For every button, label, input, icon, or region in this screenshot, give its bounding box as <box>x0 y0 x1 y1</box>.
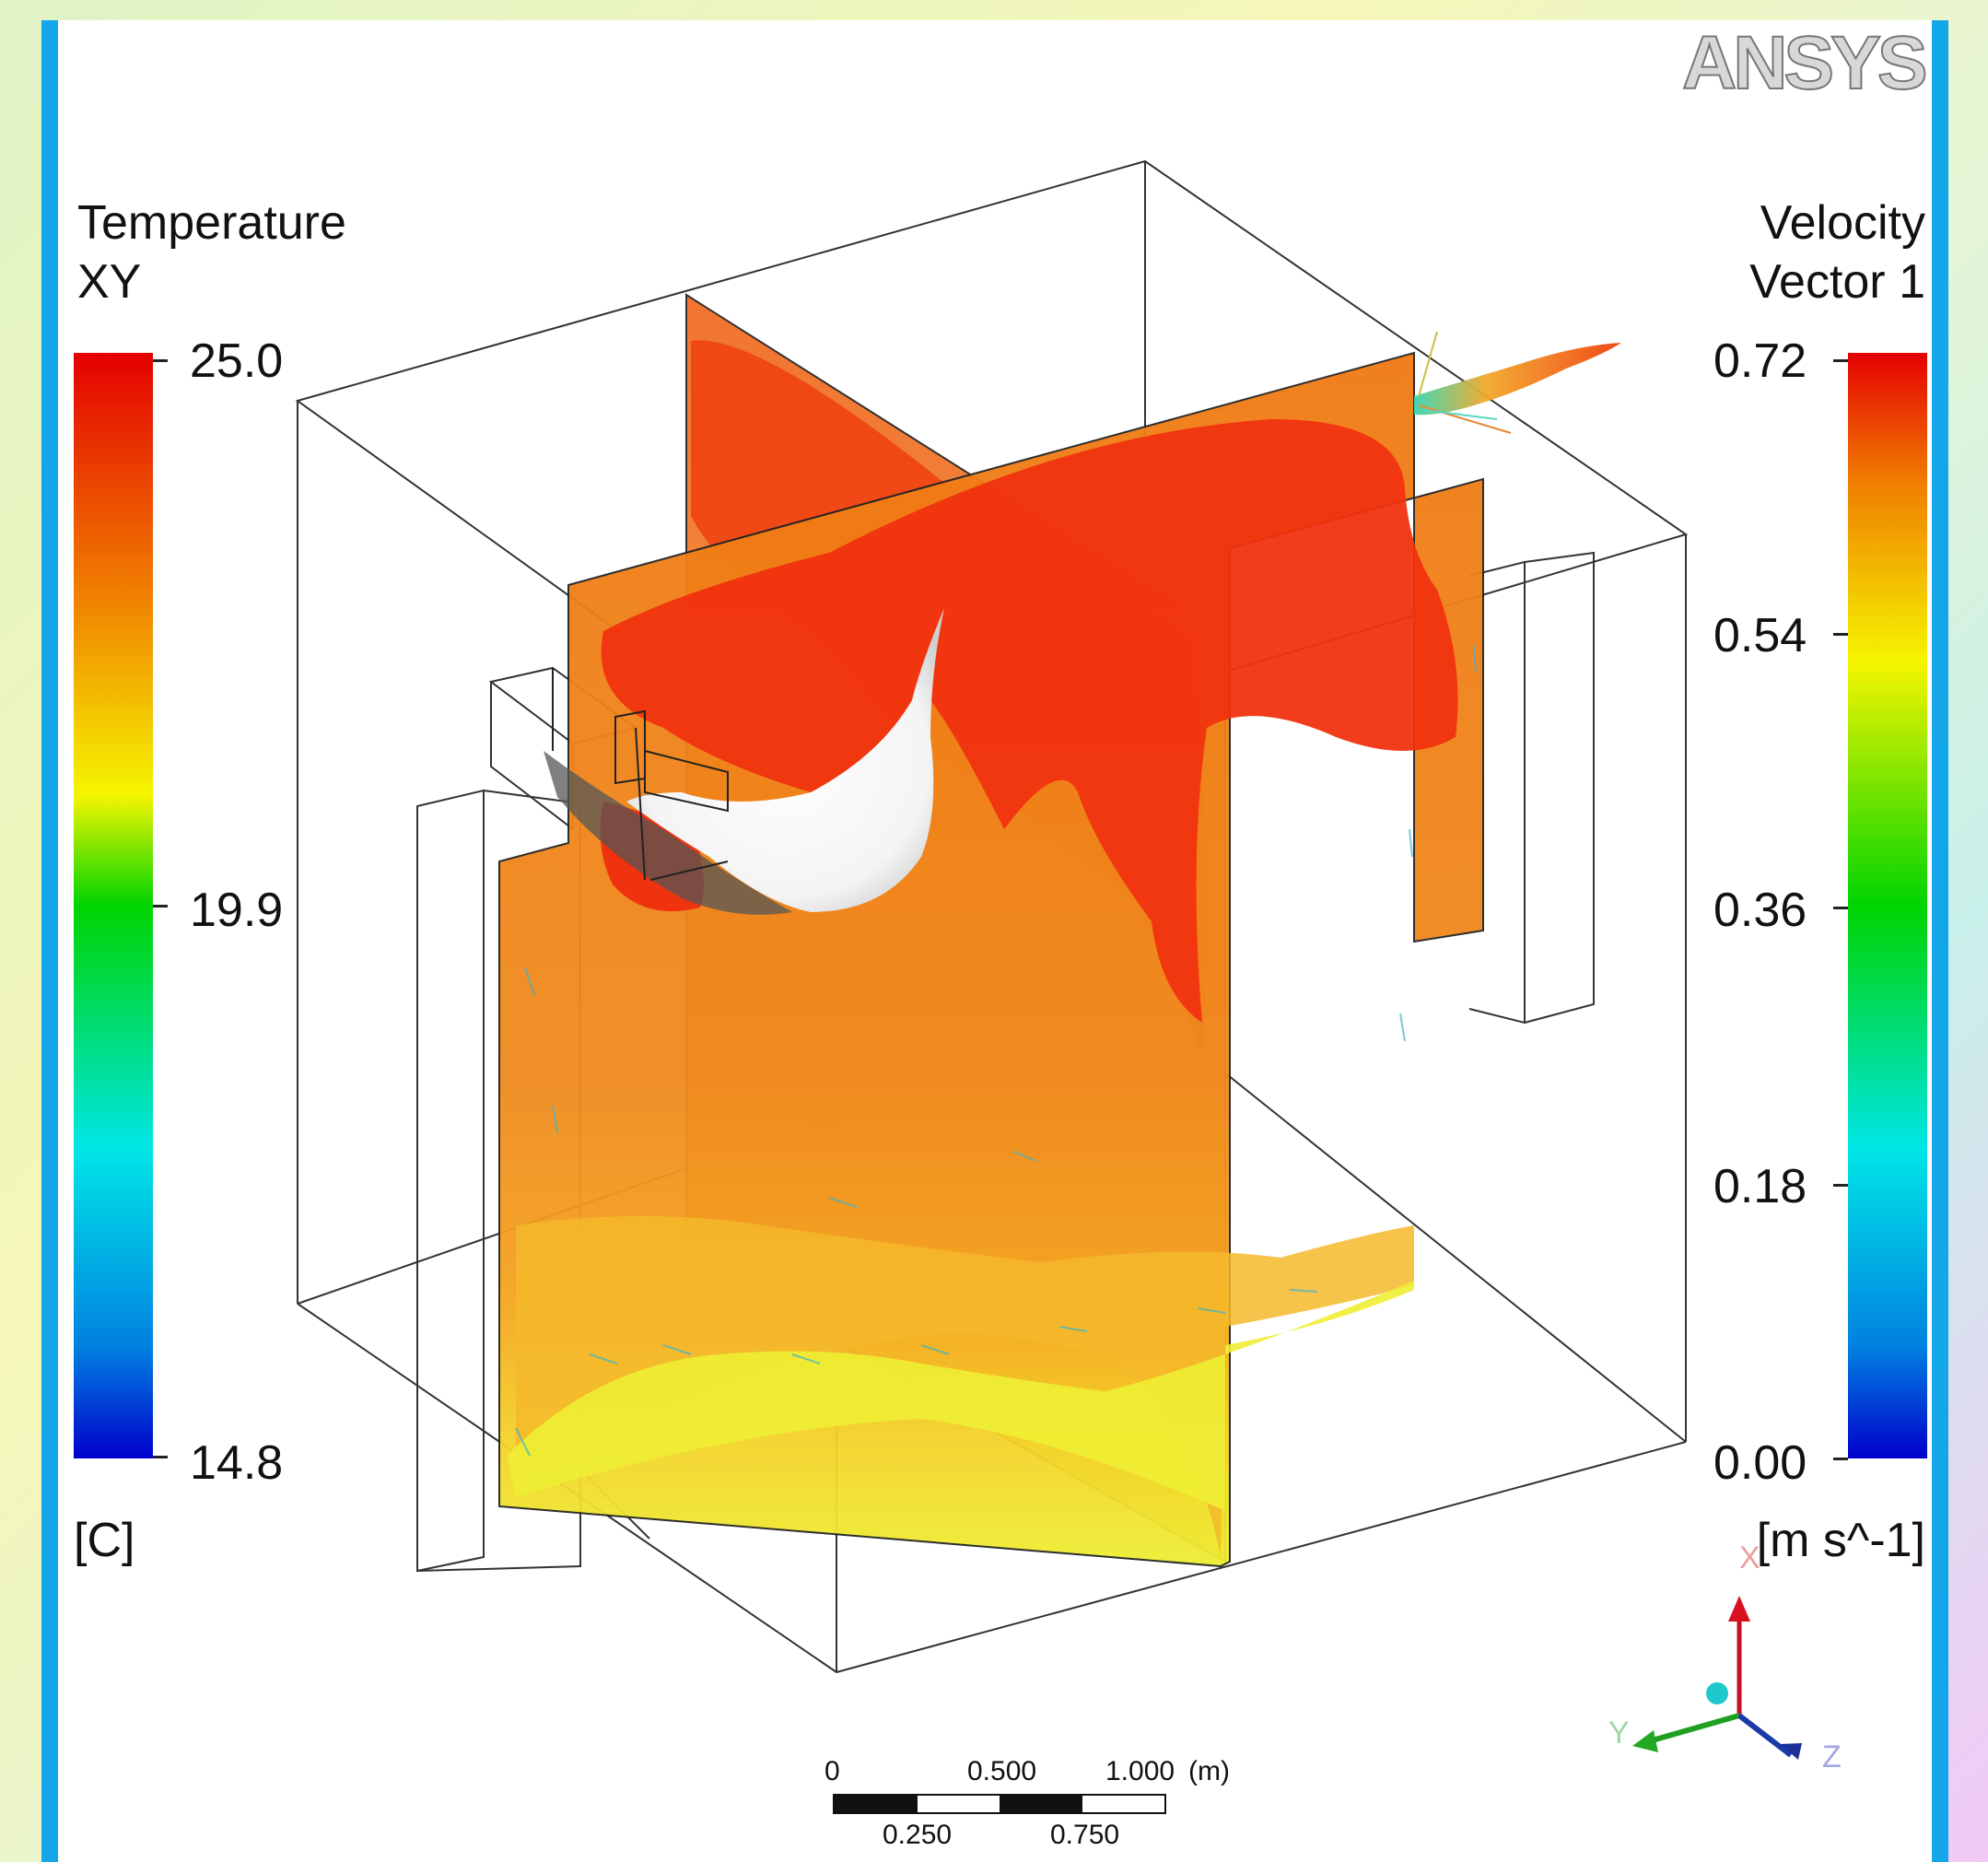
logo-text: ANSYS <box>1682 22 1925 100</box>
temperature-max-label: 25.0 <box>190 334 284 388</box>
velocity-tick-label-0: 0.72 <box>1713 334 1807 388</box>
temperature-legend-title: Temperature XY <box>77 193 346 311</box>
velocity-tick-label-4: 0.00 <box>1713 1436 1807 1490</box>
velocity-tick-1 <box>1833 633 1848 636</box>
scale-segments <box>833 1794 1166 1814</box>
temperature-unit: [C] <box>74 1514 135 1567</box>
velocity-tick-2 <box>1833 907 1848 909</box>
lower-warm-band <box>516 1216 1414 1557</box>
temperature-tick-min <box>153 1456 168 1458</box>
scale-unit: (m) <box>1188 1756 1230 1786</box>
velocity-tick-3 <box>1833 1184 1848 1187</box>
scale-label-0500: 0.500 <box>967 1756 1037 1786</box>
scale-label-0250: 0.250 <box>883 1820 953 1850</box>
triad-y-label: Y <box>1608 1716 1630 1751</box>
hot-region-main <box>601 419 1458 1023</box>
temperature-colorbar <box>74 353 153 1458</box>
scale-label-0: 0 <box>824 1756 840 1786</box>
temperature-title-line1: Temperature <box>77 196 346 250</box>
lower-cool-band <box>507 1281 1414 1511</box>
isosurface-plume <box>626 608 944 912</box>
triad-x-label: X <box>1739 1540 1760 1575</box>
temperature-title-line2: XY <box>77 255 142 309</box>
velocity-colorbar <box>1848 353 1927 1458</box>
velocity-title-line1: Velocity <box>1760 196 1925 250</box>
plume-shadow <box>544 751 792 915</box>
velocity-title-line2: Vector 1 <box>1749 255 1925 309</box>
scale-label-1000: 1.000 <box>1105 1756 1175 1786</box>
velocity-unit: [m s^-1] <box>1756 1514 1925 1567</box>
temperature-min-label: 14.8 <box>190 1436 284 1490</box>
velocity-vectors <box>515 644 1477 1457</box>
axis-triad <box>1632 1596 1802 1760</box>
temperature-mid-label: 19.9 <box>190 884 284 937</box>
velocity-tick-4 <box>1833 1458 1848 1460</box>
velocity-tick-label-1: 0.54 <box>1713 609 1807 662</box>
ansys-logo: ANSYS <box>1681 20 1940 106</box>
exhaust-jet <box>1414 331 1621 434</box>
velocity-tick-label-3: 0.18 <box>1713 1160 1807 1213</box>
temperature-tick-mid <box>153 905 168 908</box>
temperature-tick-max <box>153 359 168 362</box>
velocity-legend-title: Velocity Vector 1 <box>1749 193 1925 311</box>
velocity-tick-label-2: 0.36 <box>1713 884 1807 937</box>
triad-z-label: Z <box>1822 1739 1842 1774</box>
scale-label-0750: 0.750 <box>1050 1820 1120 1850</box>
velocity-tick-0 <box>1833 359 1848 362</box>
supply-diffuser <box>552 668 729 881</box>
